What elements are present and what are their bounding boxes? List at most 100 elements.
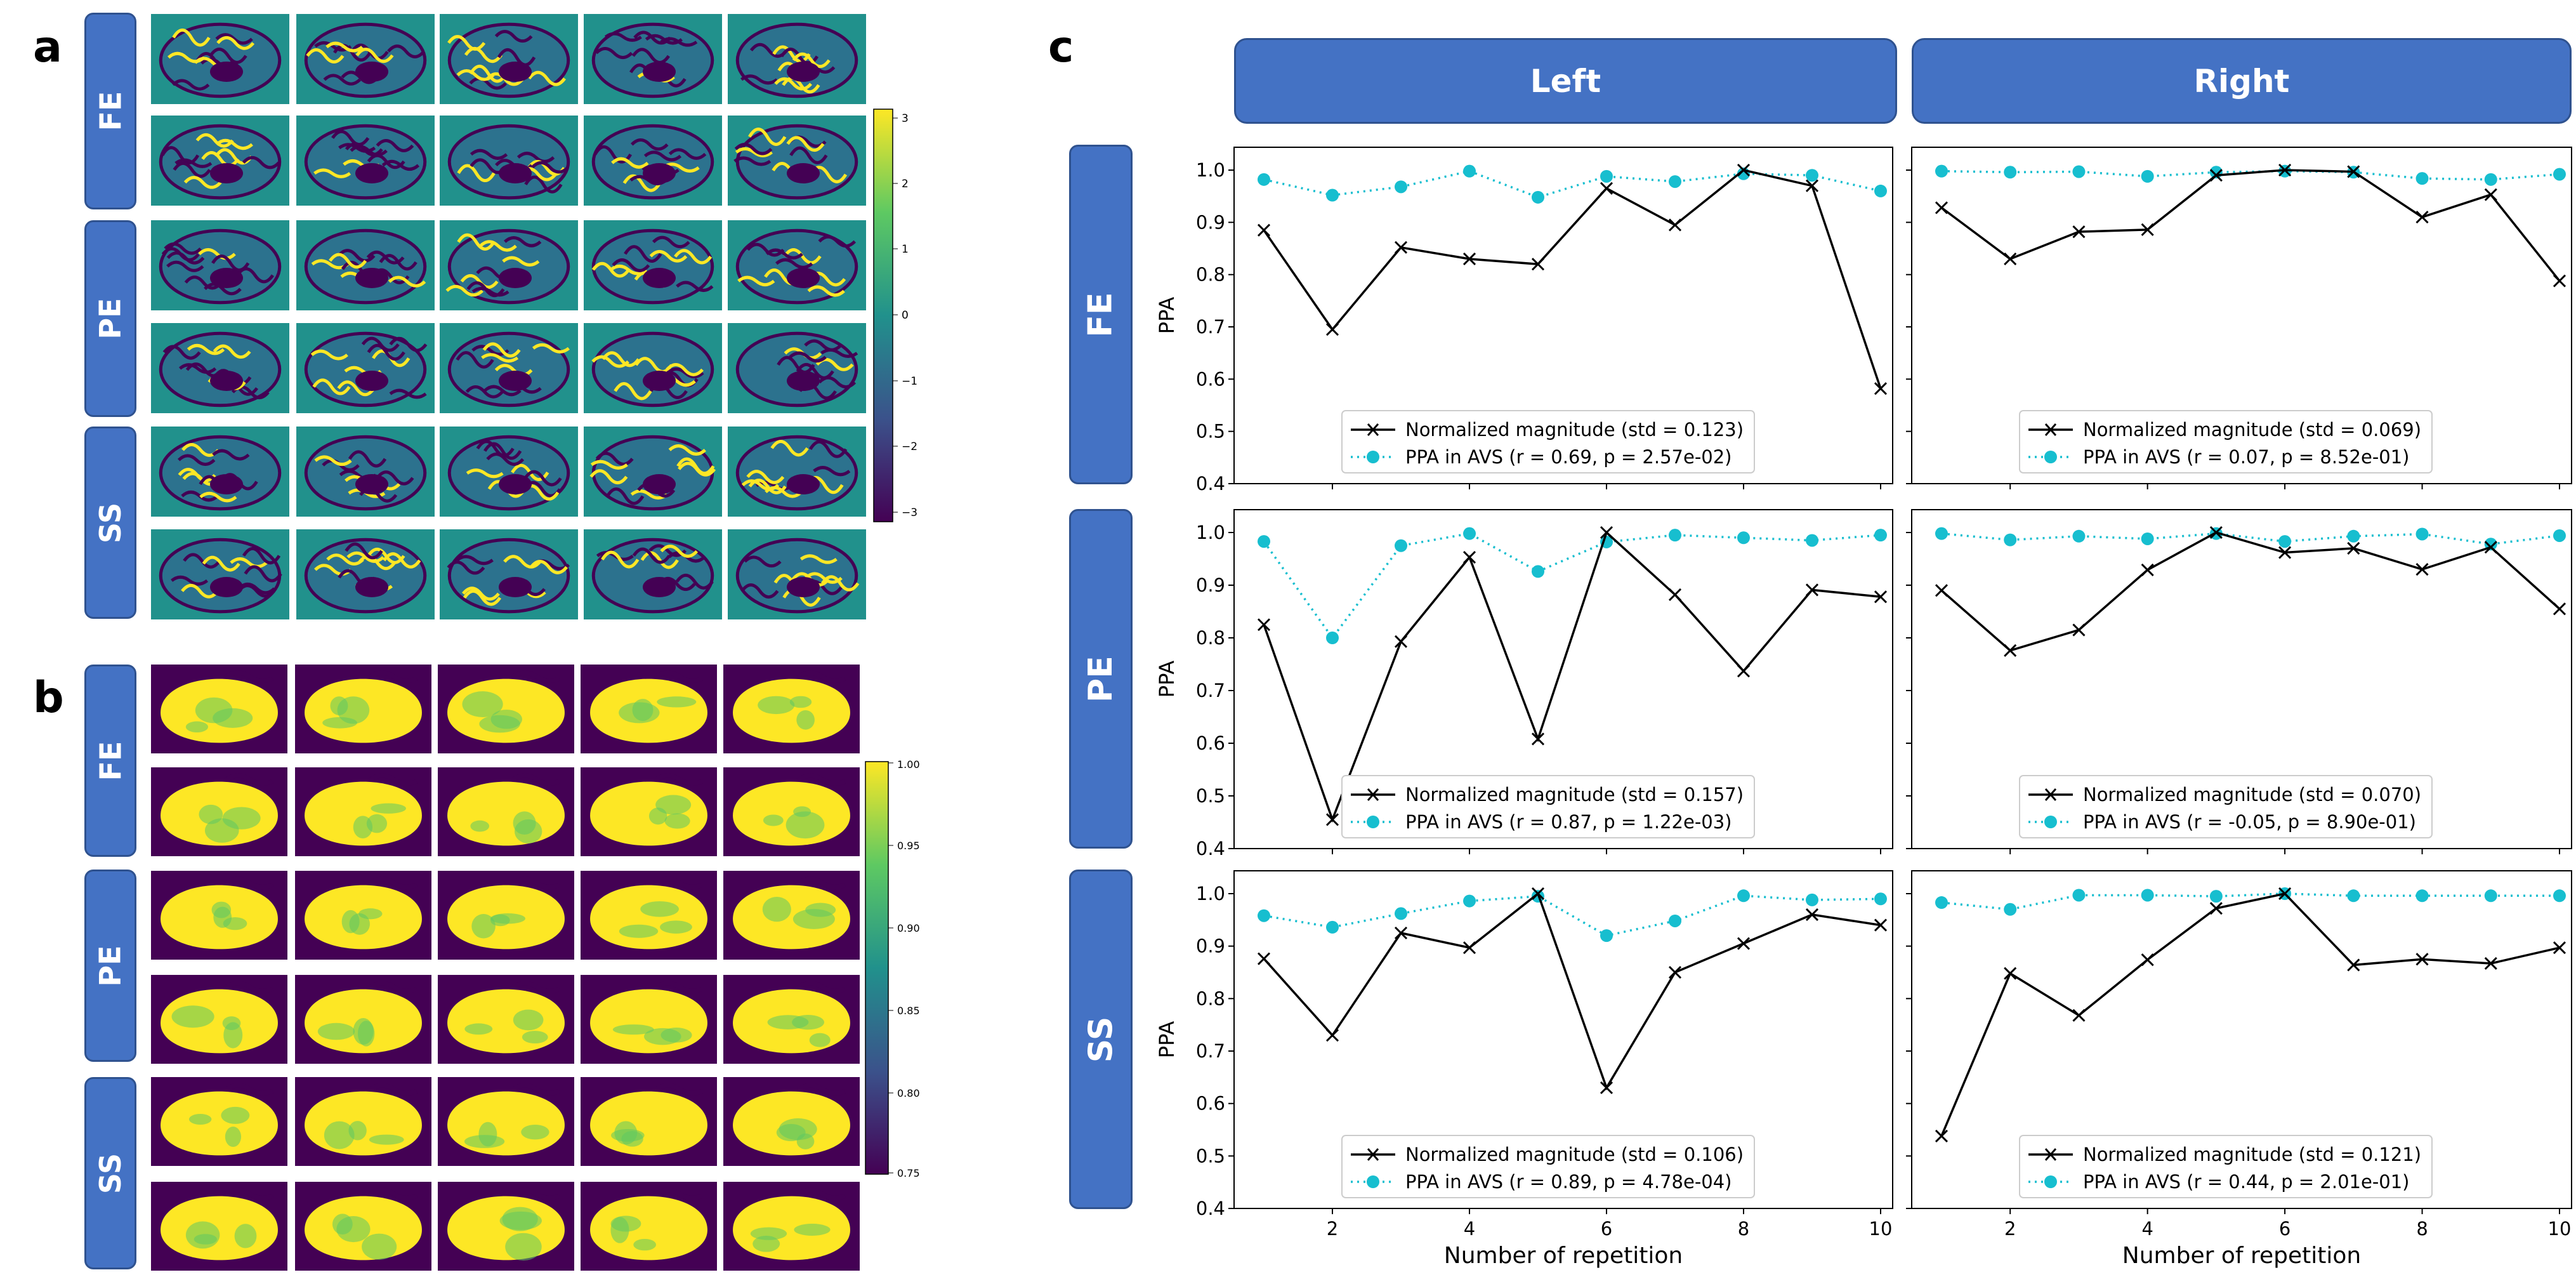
magnitude-point xyxy=(1531,732,1545,746)
legend-label-ppa: PPA in AVS (r = 0.44, p = 2.01e-01) xyxy=(2083,1171,2410,1193)
y-tick-label: 0.5 xyxy=(1196,1145,1225,1167)
magnitude-point xyxy=(1325,1029,1339,1042)
ppa-point xyxy=(1463,527,1476,540)
cbar-b-tick: 1.00 xyxy=(897,760,920,771)
magnitude-point xyxy=(2072,623,2086,637)
ppa-point xyxy=(2072,165,2086,178)
cbar-b-tick: 0.90 xyxy=(897,922,920,934)
magnitude-point xyxy=(2415,211,2429,224)
cbar-b-tick: 0.95 xyxy=(897,840,920,852)
magnitude-point xyxy=(2278,163,2292,177)
phase-map-tile xyxy=(584,116,722,206)
magnitude-map-tile xyxy=(438,871,574,960)
magnitude-point xyxy=(1874,382,1888,395)
ppa-point xyxy=(1532,190,1544,204)
panel-label-a: a xyxy=(33,22,62,72)
magnitude-point xyxy=(2004,252,2017,266)
x-tick-label: 4 xyxy=(1464,1218,1475,1240)
magnitude-point xyxy=(1600,182,1613,195)
magnitude-point xyxy=(1874,918,1888,932)
legend: Normalized magnitude (std = 0.070) PPA in… xyxy=(2019,775,2433,838)
colorbar-phase: 3 2 1 0 −1 −2 −3 xyxy=(872,108,987,527)
cbar-b-tick: 0.75 xyxy=(897,1167,920,1179)
row-badge-ss-c: SS xyxy=(1069,870,1133,1209)
ppa-point xyxy=(1806,534,1818,547)
column-header-right: Right xyxy=(1912,38,2572,124)
y-tick-label: 0.6 xyxy=(1196,368,1225,390)
legend-label-ppa: PPA in AVS (r = 0.87, p = 1.22e-03) xyxy=(1405,811,1732,833)
ppa-point xyxy=(1326,632,1339,644)
phase-map-tile xyxy=(440,323,578,413)
magnitude-map-tile xyxy=(581,767,717,856)
legend: Normalized magnitude (std = 0.123) PPA in… xyxy=(1341,410,1755,473)
magnitude-point xyxy=(1462,252,1476,266)
phase-map-tile xyxy=(440,220,578,310)
magnitude-point xyxy=(2553,941,2566,955)
ppa-point xyxy=(2072,529,2086,543)
magnitude-point xyxy=(1805,179,1819,192)
magnitude-point xyxy=(1668,965,1682,979)
magnitude-point xyxy=(2484,188,2497,201)
magnitude-point xyxy=(2141,953,2154,967)
magnitude-point xyxy=(2209,526,2223,539)
phase-map-tile xyxy=(728,116,866,206)
ppa-point xyxy=(1935,896,1948,910)
y-tick-label: 0.5 xyxy=(1196,785,1225,807)
legend-box xyxy=(1341,410,1755,473)
ppa-point xyxy=(2141,889,2154,902)
y-tick-label: 0.9 xyxy=(1196,574,1225,596)
colorbar-magnitude: 1.00 0.95 0.90 0.85 0.80 0.75 xyxy=(864,758,991,1179)
magnitude-map-tile xyxy=(295,665,431,753)
magnitude-point xyxy=(2004,644,2017,657)
magnitude-point xyxy=(2072,1009,2086,1022)
ppa-line xyxy=(1941,532,2560,546)
x-tick-label: 2 xyxy=(2004,1218,2016,1240)
magnitude-map-tile xyxy=(438,767,574,856)
phase-map-tile xyxy=(728,220,866,310)
magnitude-map-tile xyxy=(295,871,431,960)
ppa-point xyxy=(2553,889,2566,903)
ppa-point xyxy=(1669,175,1681,189)
ppa-point xyxy=(1935,164,1948,178)
phase-map-tile xyxy=(728,529,866,619)
magnitude-map-tile xyxy=(295,975,431,1064)
row-badge-fe-b: FE xyxy=(84,665,136,857)
phase-map-tile xyxy=(584,427,722,517)
magnitude-map-tile xyxy=(438,1077,574,1166)
magnitude-map-tile xyxy=(438,665,574,753)
ppa-point xyxy=(1258,535,1270,548)
ppa-point xyxy=(2484,173,2497,186)
ppa-point xyxy=(2415,172,2429,185)
legend-label-magnitude: Normalized magnitude (std = 0.106) xyxy=(1405,1144,1744,1165)
magnitude-map-tile xyxy=(438,975,574,1064)
row-badge-pe-b: PE xyxy=(84,870,136,1062)
legend-label-ppa: PPA in AVS (r = 0.69, p = 2.57e-02) xyxy=(1405,446,1732,468)
magnitude-map-tile xyxy=(723,871,860,960)
column-header-left: Left xyxy=(1234,38,1897,124)
ppa-point xyxy=(1874,892,1887,906)
ppa-point xyxy=(1737,531,1750,545)
phase-map-tile xyxy=(296,220,435,310)
magnitude-map-tile xyxy=(723,1077,860,1166)
legend-label-magnitude: Normalized magnitude (std = 0.123) xyxy=(1405,419,1744,440)
legend-box xyxy=(2019,410,2433,473)
legend-box xyxy=(2019,775,2433,838)
ppa-point xyxy=(2004,903,2017,916)
cbar-b-tick: 0.85 xyxy=(897,1005,920,1017)
x-tick-label: 8 xyxy=(2416,1218,2428,1240)
ppa-point xyxy=(1737,889,1750,903)
x-tick-label: 10 xyxy=(2548,1218,2572,1240)
legend-box xyxy=(1341,1135,1755,1198)
magnitude-point xyxy=(1600,526,1613,539)
phase-map-tile xyxy=(296,116,435,206)
y-tick-label: 0.4 xyxy=(1196,838,1225,859)
magnitude-point xyxy=(1737,163,1751,177)
phase-map-tile xyxy=(151,323,289,413)
legend: Normalized magnitude (std = 0.157) PPA in… xyxy=(1341,775,1755,838)
y-axis-label: PPA xyxy=(1155,661,1179,698)
ppa-point xyxy=(2072,889,2086,902)
magnitude-map-tile xyxy=(723,975,860,1064)
cbar-a-tick: 0 xyxy=(902,309,909,322)
magnitude-point xyxy=(2484,956,2497,970)
magnitude-point xyxy=(1325,323,1339,336)
